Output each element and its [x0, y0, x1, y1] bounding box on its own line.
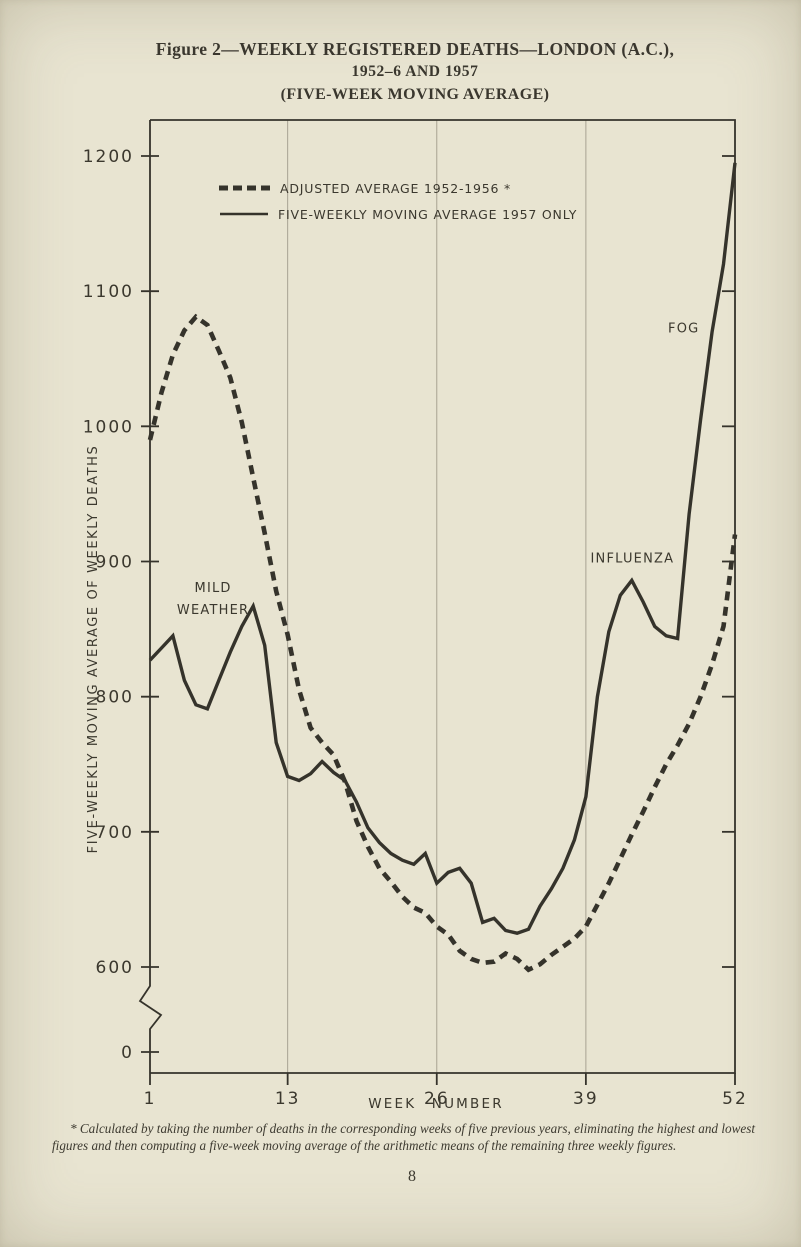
legend: ADJUSTED AVERAGE 1952-1956 * FIVE-WEEKLY…: [219, 181, 577, 222]
annotation-influenza: INFLUENZA: [591, 552, 675, 567]
y-tick-label: 700: [96, 823, 134, 843]
y-axis: [138, 120, 163, 1073]
y-tick-label: 1100: [83, 282, 134, 302]
figure-title: Figure 2—WEEKLY REGISTERED DEATHS—LONDON…: [0, 38, 801, 106]
page-number: 8: [408, 1168, 416, 1185]
annotation-weather: WEATHER: [177, 603, 249, 618]
figure-title-line1: Figure 2—WEEKLY REGISTERED DEATHS—LONDON…: [155, 39, 675, 59]
y-tick-label: 1200: [83, 147, 134, 167]
x-axis-label: WEEK NUMBER: [368, 1096, 504, 1112]
legend-label-1957-average: FIVE-WEEKLY MOVING AVERAGE 1957 ONLY: [278, 207, 577, 222]
x-tick-label: 39: [573, 1089, 599, 1109]
figure-title-line2: 1952–6 AND 1957: [351, 63, 479, 80]
annotation-fog: FOG: [668, 322, 699, 337]
y-axis-label: FIVE-WEEKLY MOVING AVERAGE OF WEEKLY DEA…: [86, 445, 101, 854]
curve-1957-moving-average: [148, 162, 737, 935]
figure-title-line3: (FIVE-WEEK MOVING AVERAGE): [280, 86, 550, 103]
annotation-mild: MILD: [195, 581, 232, 596]
x-tick-label: 1: [144, 1089, 157, 1109]
y-tick-label: 900: [96, 553, 134, 573]
x-tick-label: 13: [275, 1089, 301, 1109]
y-tick-label: 600: [96, 958, 134, 978]
y-tick-label: 1000: [83, 417, 134, 437]
y-zero-label: 0: [121, 1043, 134, 1063]
y-tick-label: 800: [96, 688, 134, 708]
x-tick-label: 52: [722, 1089, 748, 1109]
curve-adjusted-average-1952-1956: [147, 313, 738, 973]
footnote: * Calculated by taking the number of dea…: [52, 1121, 756, 1153]
legend-label-adjusted-average: ADJUSTED AVERAGE 1952-1956 *: [280, 181, 511, 196]
figure-chart: 1200 1100 1000 900 800 700 600 0 1 13 26 39 52 MILD W…: [83, 119, 748, 1112]
chart-frame: [150, 119, 736, 1074]
x-tick-label: 26: [424, 1089, 450, 1109]
